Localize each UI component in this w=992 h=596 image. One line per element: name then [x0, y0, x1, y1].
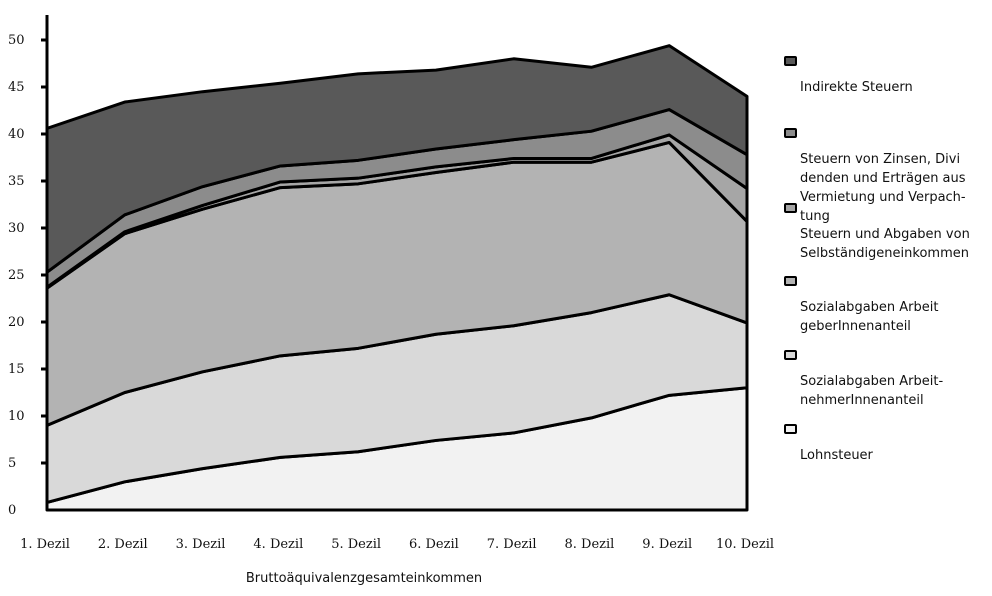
legend-text-line: Sozialabgaben Arbeit- — [800, 374, 944, 389]
legend-label: Sozialabgaben Arbeit geberInnenanteil — [800, 298, 990, 336]
legend-label: Steuern von Zinsen, Divi denden und Erträ… — [800, 150, 990, 226]
x-tick-label: 1. Dezil — [20, 537, 70, 552]
legend-text-line: nehmerInnenanteil — [800, 393, 924, 408]
legend-text-line: denden und Erträgen aus — [800, 171, 966, 186]
legend-swatch — [784, 424, 797, 434]
x-tick-label: 10. Dezil — [716, 537, 774, 552]
legend-text-line: Vermietung und Verpach- — [800, 190, 966, 205]
legend-swatch — [784, 276, 797, 286]
legend-swatch — [784, 128, 797, 138]
y-tick-label: 10 — [8, 409, 25, 424]
legend-label: Sozialabgaben Arbeit-nehmerInnenanteil — [800, 372, 990, 410]
legend-text-line: Sozialabgaben Arbeit — [800, 300, 939, 315]
y-tick-label: 40 — [8, 127, 25, 142]
x-tick-label: 7. Dezil — [487, 537, 537, 552]
x-tick-label: 9. Dezil — [642, 537, 692, 552]
x-tick-label: 3. Dezil — [176, 537, 226, 552]
y-tick-label: 0 — [8, 503, 16, 518]
y-tick-label: 25 — [8, 268, 25, 283]
x-tick-label: 8. Dezil — [565, 537, 615, 552]
area-series-6 — [45, 44, 749, 274]
legend-text-line: Steuern von Zinsen, Divi — [800, 152, 961, 167]
y-tick-label: 45 — [8, 80, 25, 95]
x-tick-label: 5. Dezil — [331, 537, 381, 552]
y-tick-label: 35 — [8, 174, 25, 189]
legend-text-line: Lohnsteuer — [800, 448, 873, 463]
legend-text-line: Steuern und Abgaben von — [800, 227, 970, 242]
y-tick-label: 20 — [8, 315, 25, 330]
y-tick-label: 50 — [8, 33, 25, 48]
legend-text-line: Indirekte Steuern — [800, 80, 913, 95]
legend-swatch — [784, 203, 797, 213]
x-tick-label: 6. Dezil — [409, 537, 459, 552]
legend-label: Steuern und Abgaben von Selbständigeneink… — [800, 225, 990, 263]
legend-label: Lohnsteuer — [800, 446, 990, 465]
legend-text-line: geberInnenanteil — [800, 319, 911, 334]
legend-swatch — [784, 56, 797, 66]
x-tick-label: 4. Dezil — [253, 537, 303, 552]
legend-text-line: tung — [800, 209, 830, 224]
y-tick-label: 15 — [8, 362, 25, 377]
legend-label: Indirekte Steuern — [800, 78, 990, 97]
legend-swatch — [784, 350, 797, 360]
y-tick-label: 30 — [8, 221, 25, 236]
y-tick-label: 5 — [8, 456, 16, 471]
x-tick-label: 2. Dezil — [98, 537, 148, 552]
x-axis-title: Bruttoäquivalenzgesamteinkommen — [246, 571, 482, 586]
legend-text-line: Selbständigeneinkommen — [800, 246, 969, 261]
